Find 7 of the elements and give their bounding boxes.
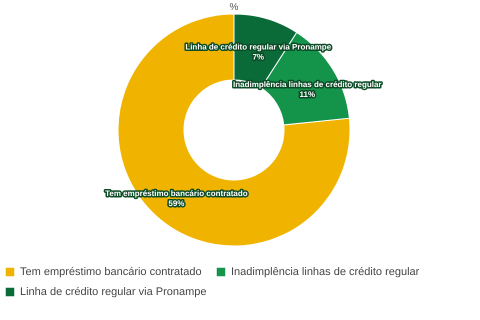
data-label: 11%	[299, 90, 316, 99]
data-label: 7%	[252, 52, 264, 62]
legend-label: Inadimplência linhas de crédito regular	[231, 266, 420, 278]
chart-subtitle: %	[230, 2, 239, 13]
data-label: 59%	[168, 198, 184, 208]
legend-label: Linha de crédito regular via Pronampe	[20, 286, 207, 298]
legend-label: Tem empréstimo bancário contratado	[20, 266, 202, 278]
